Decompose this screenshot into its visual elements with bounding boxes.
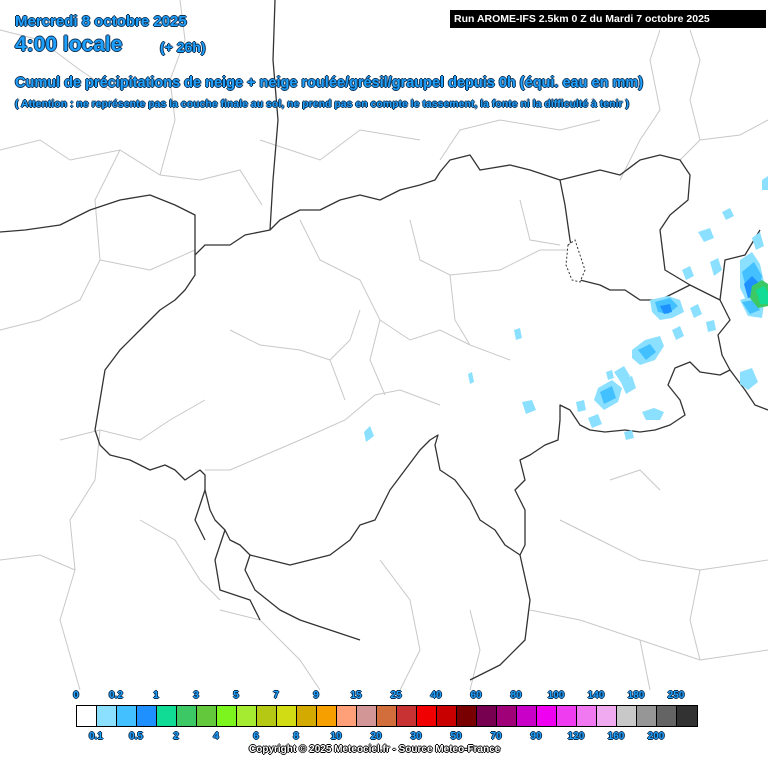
legend-top-label: 250 <box>667 690 685 701</box>
legend-swatch <box>537 706 557 726</box>
legend-top-label: 40 <box>430 690 442 701</box>
legend-bottom-label: 30 <box>410 731 422 742</box>
legend-swatch <box>677 706 697 726</box>
legend-bottom-label: 120 <box>567 731 585 742</box>
legend-swatch <box>277 706 297 726</box>
legend-swatch <box>97 706 117 726</box>
legend-top-label: 1 <box>153 690 159 701</box>
legend-swatch <box>577 706 597 726</box>
legend-top-label: 140 <box>587 690 605 701</box>
legend-swatch <box>397 706 417 726</box>
legend-top-label: 180 <box>627 690 645 701</box>
forecast-lead-time: (+ 26h) <box>160 39 206 55</box>
legend-color-scale <box>76 705 698 727</box>
precipitation-areas <box>364 176 768 442</box>
legend-top-label: 9 <box>313 690 319 701</box>
legend-swatch <box>297 706 317 726</box>
legend-swatch <box>217 706 237 726</box>
map-note: ( Attention : ne représente pas la couch… <box>15 98 629 110</box>
legend-swatch <box>77 706 97 726</box>
legend-top-label: 5 <box>233 690 239 701</box>
legend-bottom-labels: 0.1 0.5 2 4 6 8 10 20 30 50 70 90 120 160 200 <box>0 731 768 745</box>
forecast-time: 4:00 locale <box>15 33 123 56</box>
legend-bottom-label: 50 <box>450 731 462 742</box>
legend-bottom-label: 0.5 <box>129 731 143 742</box>
legend-top-label: 0.2 <box>109 690 123 701</box>
legend-swatch <box>117 706 137 726</box>
lake <box>565 239 586 283</box>
legend-bottom-label: 6 <box>253 731 259 742</box>
legend-swatch <box>617 706 637 726</box>
legend-top-label: 25 <box>390 690 402 701</box>
legend-swatch <box>657 706 677 726</box>
map-title: Cumul de précipitations de neige + neige… <box>15 75 644 91</box>
legend-bottom-label: 8 <box>293 731 299 742</box>
legend-swatch <box>317 706 337 726</box>
legend-bottom-label: 200 <box>647 731 665 742</box>
legend-bottom-label: 70 <box>490 731 502 742</box>
legend-swatch <box>237 706 257 726</box>
legend-swatch <box>357 706 377 726</box>
legend-swatch <box>557 706 577 726</box>
legend-swatch <box>597 706 617 726</box>
legend-top-label: 15 <box>350 690 362 701</box>
legend-swatch <box>257 706 277 726</box>
legend-swatch <box>477 706 497 726</box>
legend-bottom-label: 90 <box>530 731 542 742</box>
national-borders <box>0 0 768 681</box>
legend-top-label: 3 <box>193 690 199 701</box>
legend-bottom-label: 4 <box>213 731 219 742</box>
forecast-date: Mercredi 8 octobre 2025 <box>15 13 187 30</box>
legend-swatch <box>437 706 457 726</box>
model-run-label: Run AROME-IFS 2.5km 0 Z du Mardi 7 octob… <box>450 10 766 28</box>
legend-bottom-label: 0.1 <box>89 731 103 742</box>
legend-swatch <box>337 706 357 726</box>
legend-swatch <box>417 706 437 726</box>
legend-swatch <box>137 706 157 726</box>
legend-top-label: 100 <box>547 690 565 701</box>
legend-top-label: 0 <box>73 690 79 701</box>
legend-bottom-label: 2 <box>173 731 179 742</box>
legend-bottom-label: 160 <box>607 731 625 742</box>
legend-swatch <box>457 706 477 726</box>
legend-top-label: 60 <box>470 690 482 701</box>
legend-swatch <box>197 706 217 726</box>
legend-swatch <box>377 706 397 726</box>
legend-bottom-label: 20 <box>370 731 382 742</box>
legend-swatch <box>177 706 197 726</box>
legend-top-label: 7 <box>273 690 279 701</box>
legend-swatch <box>637 706 657 726</box>
legend-swatch <box>517 706 537 726</box>
legend-swatch <box>497 706 517 726</box>
regional-boundaries <box>0 0 768 691</box>
legend-top-labels: 0 0.2 1 3 5 7 9 15 25 40 60 80 100 140 180 250 <box>0 690 768 704</box>
copyright-text: Copyright © 2025 Meteociel.fr - Source M… <box>249 744 501 755</box>
legend-top-label: 80 <box>510 690 522 701</box>
legend-swatch <box>157 706 177 726</box>
legend-bottom-label: 10 <box>330 731 342 742</box>
